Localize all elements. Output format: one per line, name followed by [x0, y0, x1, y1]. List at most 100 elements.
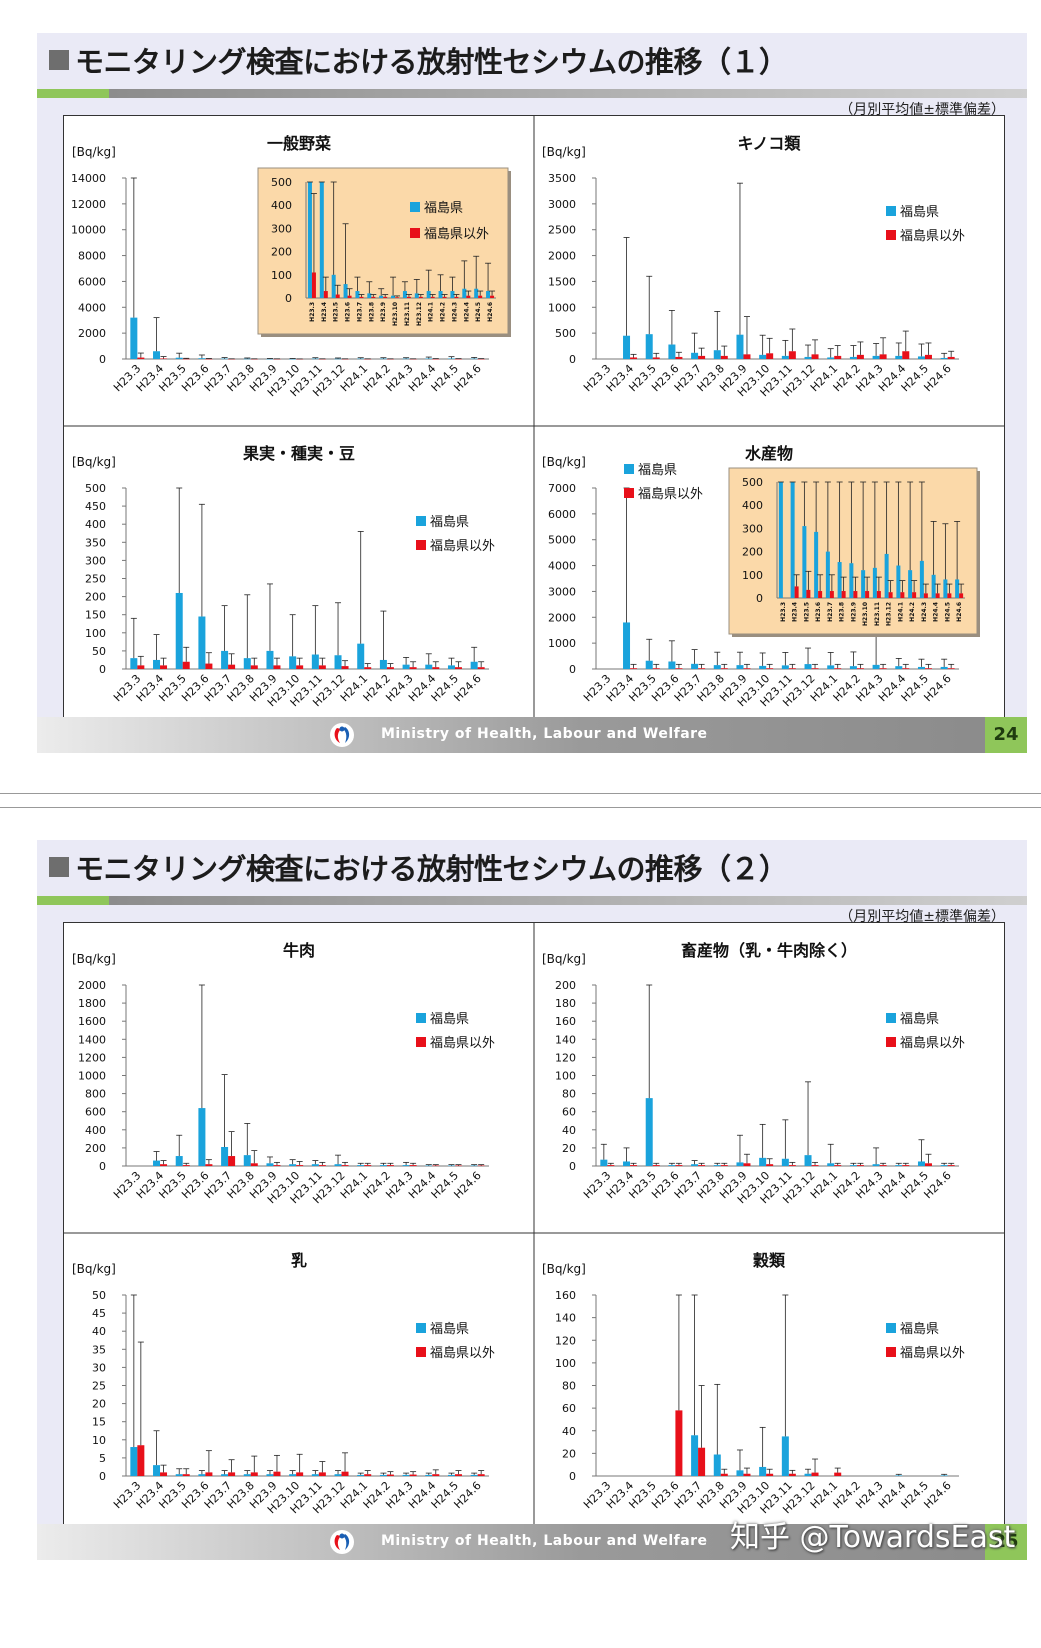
- inset-y-tick-label: 500: [742, 476, 763, 489]
- main-bar: [736, 334, 744, 359]
- chart-title: 水産物: [745, 444, 793, 463]
- y-tick-label: 120: [555, 1051, 576, 1064]
- main-bar: [379, 358, 387, 360]
- main-bar: [386, 667, 394, 669]
- chart-title: 果実・種実・豆: [242, 444, 355, 463]
- ministry-logo-icon: [330, 1530, 354, 1554]
- inset-bar: [923, 593, 928, 598]
- footer-text: Ministry of Health, Labour and Welfare: [381, 1533, 708, 1549]
- main-bar: [130, 1447, 138, 1476]
- inset-y-tick-label: 100: [271, 269, 292, 282]
- inset-bar: [955, 579, 960, 598]
- main-bar: [334, 1474, 342, 1476]
- inset-bar: [347, 295, 352, 298]
- main-bar: [160, 1472, 168, 1476]
- inset-y-tick-label: 200: [271, 246, 292, 259]
- y-tick-label: 0: [569, 1470, 576, 1483]
- main-bar: [902, 668, 910, 669]
- main-bar: [311, 358, 319, 360]
- ministry-logo-icon: [330, 723, 354, 747]
- inset-x-tick-label: H24.2: [440, 302, 447, 322]
- y-tick-label: 3500: [548, 172, 576, 185]
- main-bar: [675, 356, 683, 359]
- inset-bar: [430, 296, 435, 298]
- legend-label: 福島県以外: [424, 227, 489, 242]
- y-tick-label: 10: [92, 1434, 106, 1447]
- inset-bar: [462, 288, 467, 298]
- y-tick-label: 5: [99, 1452, 106, 1465]
- main-bar: [160, 665, 168, 669]
- legend-label: 福島県: [900, 1322, 939, 1337]
- y-tick-label: 3000: [548, 585, 576, 598]
- main-bar: [879, 354, 887, 359]
- main-bar: [743, 668, 751, 669]
- inset-bar: [323, 291, 328, 298]
- stat-note: （月別平均値±標準偏差）: [839, 102, 1005, 118]
- chart-title: キノコ類: [738, 134, 802, 153]
- y-tick-label: 2000: [548, 250, 576, 263]
- main-bar: [386, 1165, 394, 1166]
- y-tick-label: 50: [92, 1289, 106, 1302]
- y-tick-label: 1400: [78, 1033, 106, 1046]
- main-bar: [341, 666, 349, 669]
- y-tick-label: 2000: [78, 979, 106, 992]
- main-bar: [630, 668, 638, 669]
- legend-swatch: [886, 230, 896, 240]
- inset-x-tick-label: H23.8: [368, 302, 375, 322]
- inset-x-tick-label: H23.6: [815, 602, 822, 622]
- inset-bar: [355, 291, 360, 298]
- title-underline: [37, 896, 1027, 905]
- y-tick-label: 1000: [548, 301, 576, 314]
- legend-swatch: [416, 1037, 426, 1047]
- main-bar: [895, 666, 903, 669]
- main-bar: [698, 1165, 706, 1166]
- main-bar: [243, 658, 251, 669]
- inset-x-tick-label: H23.7: [827, 602, 834, 622]
- inset-bar: [359, 296, 364, 298]
- legend-label: 福島県: [900, 205, 939, 220]
- legend-swatch: [624, 464, 634, 474]
- chart-grid: 一般野菜 [Bq/kg] 0 2000 4000 6000 8000 10000 12000 14…: [63, 115, 1005, 737]
- main-bar: [137, 1445, 145, 1476]
- y-tick-label: 200: [85, 591, 106, 604]
- main-bar: [402, 358, 410, 360]
- inset-bar: [919, 560, 924, 598]
- main-bar: [872, 355, 880, 359]
- main-bar: [341, 1165, 349, 1166]
- inset-bar: [486, 291, 491, 298]
- main-bar: [334, 1164, 342, 1166]
- legend-label: 福島県以外: [900, 1036, 965, 1051]
- y-axis-unit: [Bq/kg]: [72, 1262, 116, 1276]
- main-bar: [766, 353, 774, 359]
- main-bar: [402, 664, 410, 669]
- footer-bar: Ministry of Health, Labour and Welfare 2…: [37, 717, 1027, 753]
- main-bar: [917, 356, 925, 359]
- main-bar: [781, 1436, 789, 1476]
- main-bar: [788, 1165, 796, 1166]
- y-tick-label: 40: [562, 1124, 576, 1137]
- y-tick-label: 10000: [71, 224, 106, 237]
- main-bar: [902, 1165, 910, 1166]
- main-bar: [470, 1165, 478, 1167]
- main-bar: [364, 1474, 372, 1476]
- y-tick-label: 140: [555, 1033, 576, 1046]
- inset-x-tick-label: H23.8: [839, 602, 846, 622]
- main-bar: [289, 656, 297, 669]
- inset-bar: [307, 182, 312, 298]
- y-tick-label: 500: [85, 482, 106, 495]
- legend-label: 福島県以外: [430, 539, 495, 554]
- main-bar: [827, 1163, 835, 1166]
- main-bar: [713, 1454, 721, 1476]
- main-bar: [243, 1474, 251, 1476]
- y-tick-label: 20: [92, 1398, 106, 1411]
- main-bar: [470, 358, 478, 360]
- main-bar: [781, 665, 789, 669]
- inset-x-tick-label: H23.4: [792, 602, 799, 622]
- y-tick-label: 4000: [78, 301, 106, 314]
- slide-2: モニタリング検査における放射性セシウムの推移（２） （月別平均値±標準偏差） 牛…: [37, 840, 1027, 1560]
- inset-bar: [853, 591, 858, 598]
- y-tick-label: 0: [99, 1470, 106, 1483]
- main-bar: [243, 358, 251, 360]
- inset-bar: [876, 591, 881, 598]
- slide-title: モニタリング検査における放射性セシウムの推移（２）: [49, 846, 788, 888]
